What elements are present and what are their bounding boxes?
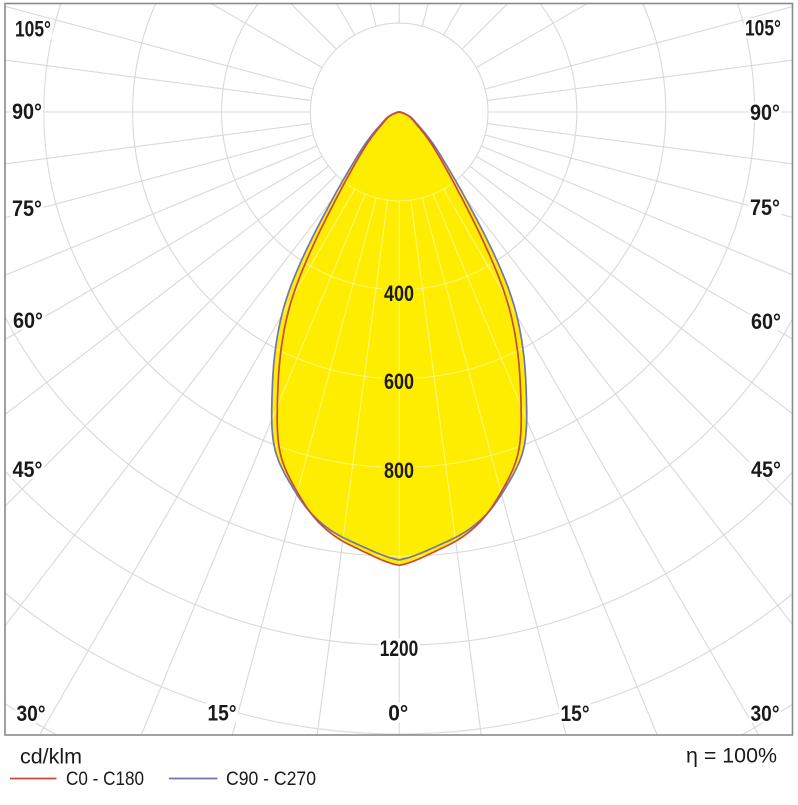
svg-text:105°: 105° [745, 16, 781, 41]
svg-text:90°: 90° [750, 100, 780, 125]
svg-text:105°: 105° [15, 17, 51, 42]
svg-text:30°: 30° [17, 701, 46, 726]
svg-text:η = 100%: η = 100% [686, 745, 777, 768]
svg-text:60°: 60° [751, 309, 781, 334]
svg-text:600: 600 [384, 369, 414, 394]
svg-text:cd/klm: cd/klm [20, 746, 82, 769]
svg-text:45°: 45° [13, 457, 43, 482]
svg-text:75°: 75° [12, 196, 42, 221]
svg-text:1200: 1200 [380, 636, 419, 661]
svg-text:90°: 90° [12, 99, 42, 124]
svg-text:C0 - C180: C0 - C180 [66, 768, 144, 790]
svg-text:C90 - C270: C90 - C270 [226, 768, 316, 790]
svg-text:800: 800 [384, 458, 414, 483]
svg-text:15°: 15° [561, 701, 590, 726]
svg-text:15°: 15° [208, 701, 237, 726]
svg-text:60°: 60° [13, 308, 43, 333]
svg-text:45°: 45° [751, 457, 781, 482]
svg-text:30°: 30° [751, 701, 780, 726]
svg-text:0°: 0° [388, 701, 408, 726]
svg-text:400: 400 [384, 281, 414, 306]
svg-text:75°: 75° [750, 195, 780, 220]
